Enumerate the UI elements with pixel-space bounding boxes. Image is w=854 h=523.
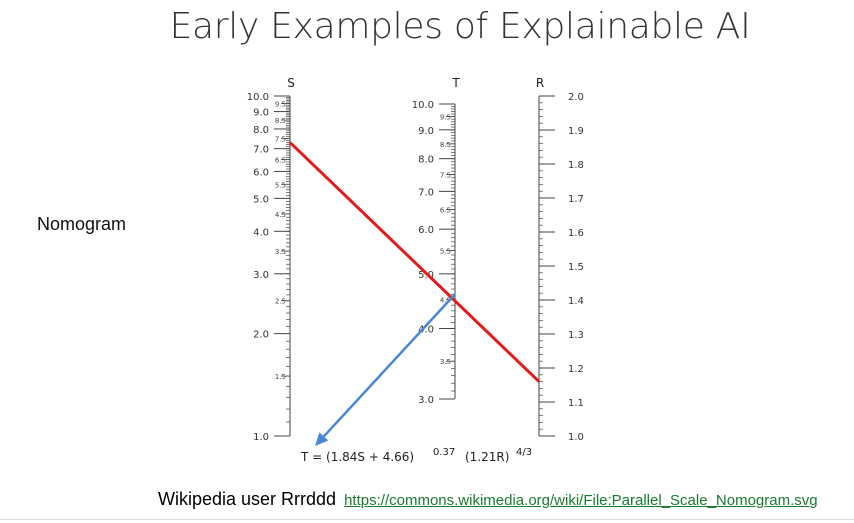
t-major-label: 3.0 xyxy=(418,395,434,406)
credit-text: Wikipedia user Rrrddd xyxy=(158,489,337,509)
r-major-label: 1.6 xyxy=(568,228,584,239)
t-half-label: 3.5 xyxy=(440,358,451,366)
s-half-label: 5.5 xyxy=(275,181,286,189)
blue-arrow-line xyxy=(322,293,456,438)
t-scale: T 10.0 9.0 8.0 7.0 6.0 5.0 4.0 3.0 9.5 8.5 7.5 6.5 5.… xyxy=(412,76,461,406)
t-half-label: 9.5 xyxy=(440,114,451,122)
s-half-label: 7.5 xyxy=(275,135,286,143)
s-half-label: 3.5 xyxy=(275,248,286,256)
bottom-rule xyxy=(0,519,854,520)
s-major-label: 7.0 xyxy=(253,145,269,156)
t-half-label: 8.5 xyxy=(440,141,451,149)
s-major-label: 5.0 xyxy=(253,194,269,205)
r-major-label: 1.0 xyxy=(568,432,584,443)
s-half-label: 6.5 xyxy=(275,157,286,165)
t-major-label: 7.0 xyxy=(418,187,434,198)
s-major-label: 1.0 xyxy=(253,432,269,443)
credit-line: Wikipedia user Rrrddd https://commons.wi… xyxy=(158,489,818,510)
r-scale-name: R xyxy=(536,76,544,90)
s-scale: S 10.0 9.0 8.0 7.0 6.0 5.0 4.0 3.0 2.0 1.0 9.5 8.5 7.… xyxy=(247,76,295,443)
blue-arrow-head xyxy=(315,432,329,446)
r-major-label: 1.1 xyxy=(568,398,584,409)
t-major-label: 9.0 xyxy=(418,126,434,137)
r-major-label: 1.4 xyxy=(568,296,584,307)
t-half-label: 4.5 xyxy=(440,297,451,305)
s-half-label: 1.5 xyxy=(275,373,286,381)
r-major-label: 1.3 xyxy=(568,330,584,341)
t-half-label: 7.5 xyxy=(440,171,451,179)
s-half-label: 8.5 xyxy=(275,117,286,125)
s-half-label: 2.5 xyxy=(275,298,286,306)
r-major-label: 1.7 xyxy=(568,194,584,205)
r-major-label: 1.9 xyxy=(568,126,584,137)
formula-exp-1: 0.37 xyxy=(433,447,455,458)
s-half-label: 9.5 xyxy=(275,101,286,109)
credit-link[interactable]: https://commons.wikimedia.org/wiki/File:… xyxy=(344,492,818,509)
t-major-label: 4.0 xyxy=(418,325,434,336)
s-major-label: 10.0 xyxy=(247,92,269,103)
s-major-label: 2.0 xyxy=(253,330,269,341)
t-major-label: 8.0 xyxy=(418,155,434,166)
r-scale: R 2.0 1.9 1.8 1.7 1.6 1.5 1.4 1.3 1.2 1.1 1.0 xyxy=(536,76,584,443)
s-major-label: 9.0 xyxy=(253,108,269,119)
r-major-label: 2.0 xyxy=(568,92,584,103)
t-scale-name: T xyxy=(451,76,460,90)
s-half-label: 4.5 xyxy=(275,211,286,219)
r-major-label: 1.2 xyxy=(568,364,584,375)
t-major-label: 5.0 xyxy=(418,270,434,281)
slide-title: Early Examples of Explainable AI xyxy=(169,6,751,47)
formula-exp-2: 4/3 xyxy=(516,447,532,458)
s-major-label: 3.0 xyxy=(253,270,269,281)
r-major-label: 1.8 xyxy=(568,160,584,171)
t-half-label: 5.5 xyxy=(440,247,451,255)
t-half-label: 6.5 xyxy=(440,207,451,215)
formula-mid: (1.21R) xyxy=(465,450,509,464)
s-scale-name: S xyxy=(287,76,295,90)
s-major-label: 4.0 xyxy=(253,227,269,238)
t-major-label: 10.0 xyxy=(412,100,434,111)
r-major-label: 1.5 xyxy=(568,262,584,273)
s-major-label: 6.0 xyxy=(253,167,269,178)
formula-main: T = (1.84S + 4.66) xyxy=(300,450,414,464)
red-isopleth-line xyxy=(288,141,541,383)
formula: T = (1.84S + 4.66) 0.37 (1.21R) 4/3 xyxy=(300,447,532,464)
t-major-label: 6.0 xyxy=(418,225,434,236)
s-major-label: 8.0 xyxy=(253,125,269,136)
nomogram-label: Nomogram xyxy=(37,214,127,234)
